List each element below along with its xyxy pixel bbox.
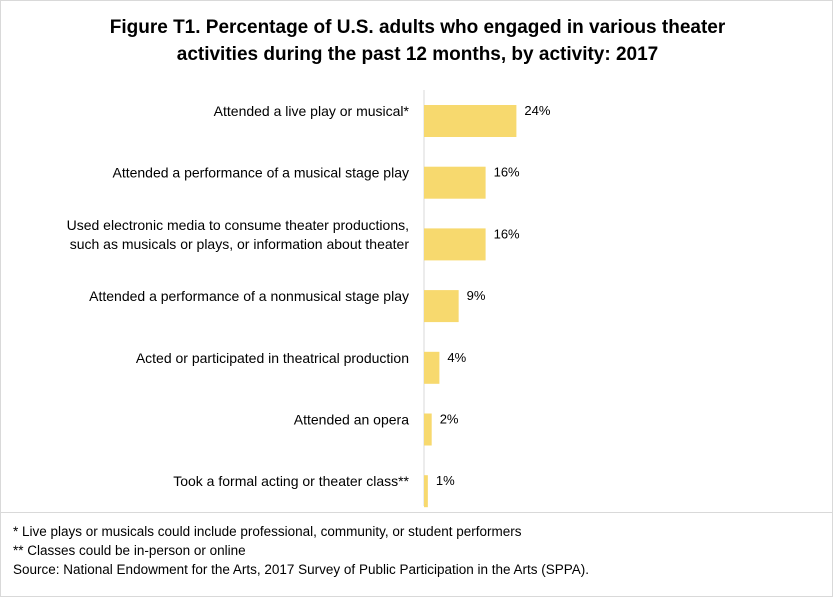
category-label-line: Acted or participated in theatrical prod…: [136, 350, 409, 366]
value-label-5: 2%: [440, 412, 459, 427]
category-label-3: Attended a performance of a nonmusical s…: [89, 288, 409, 304]
footnote-source: Source: National Endowment for the Arts,…: [13, 562, 590, 577]
bar-1: [424, 166, 486, 199]
category-label-4: Acted or participated in theatrical prod…: [136, 350, 409, 366]
footnotes: * Live plays or musicals could include p…: [0, 512, 833, 596]
bar-2: [424, 228, 486, 261]
bar-6: [424, 475, 428, 508]
bar-5: [424, 413, 432, 446]
category-label-line: such as musicals or plays, or informatio…: [70, 236, 410, 252]
value-label-1: 16%: [494, 165, 520, 180]
bar-chart: 24% Attended a live play or musical* 16% At…: [67, 90, 551, 508]
category-label-line: Attended a performance of a nonmusical s…: [89, 288, 409, 304]
value-label-0: 24%: [524, 103, 550, 118]
value-label-3: 9%: [467, 288, 486, 303]
value-label-4: 4%: [447, 350, 466, 365]
value-label-2: 16%: [494, 226, 520, 241]
category-label-line: Attended a live play or musical*: [214, 103, 410, 119]
category-label-line: Took a formal acting or theater class**: [173, 473, 409, 489]
category-label-1: Attended a performance of a musical stag…: [112, 165, 409, 181]
chart-title-line-2: activities during the past 12 months, by…: [176, 44, 659, 65]
footnote-live-plays: * Live plays or musicals could include p…: [13, 524, 522, 539]
footnote-classes: ** Classes could be in-person or online: [13, 543, 246, 558]
category-label-0: Attended a live play or musical*: [214, 103, 410, 119]
value-label-6: 1%: [436, 473, 455, 488]
category-label-line: Used electronic media to consume theater…: [67, 217, 409, 233]
chart-title: Figure T1. Percentage of U.S. adults who…: [0, 14, 835, 68]
category-label-6: Took a formal acting or theater class**: [173, 473, 409, 489]
bar-0: [424, 105, 517, 137]
chart-title-line-1: Figure T1. Percentage of U.S. adults who…: [109, 17, 726, 38]
category-label-line: Attended an opera: [294, 412, 409, 428]
category-label-line: Attended a performance of a musical stag…: [112, 165, 409, 181]
bar-4: [424, 351, 440, 384]
category-label-2: Used electronic media to consume theater…: [67, 217, 410, 252]
bar-3: [424, 290, 459, 323]
category-label-5: Attended an opera: [294, 412, 409, 428]
